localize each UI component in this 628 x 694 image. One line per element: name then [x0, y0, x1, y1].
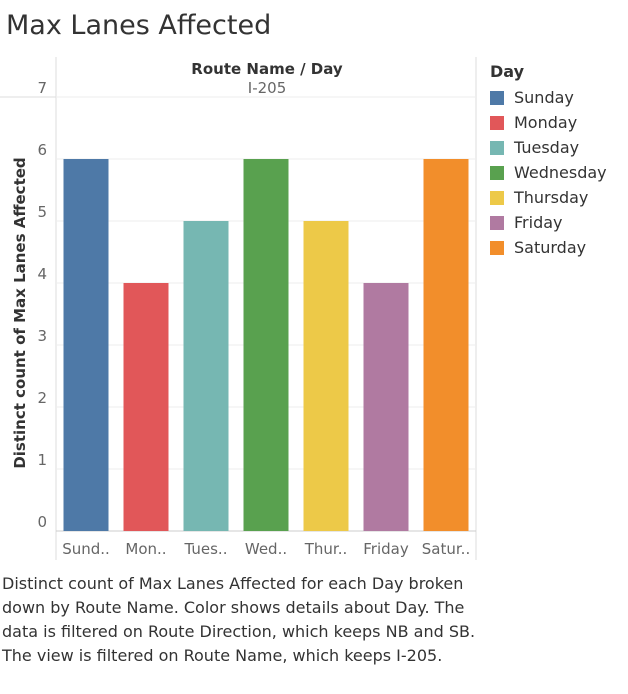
x-tick-label: Thur..	[304, 540, 348, 558]
bar-sunday[interactable]	[63, 159, 109, 531]
legend-label: Sunday	[514, 88, 574, 107]
x-tick-label: Mon..	[125, 540, 166, 558]
legend-item-wednesday[interactable]: Wednesday	[490, 160, 607, 185]
legend-items: Sunday Monday Tuesday Wednesday Thursday Frid…	[490, 85, 607, 260]
y-tick-label: 0	[37, 513, 47, 531]
legend-swatch	[490, 240, 504, 255]
x-tick-label: Sund..	[62, 540, 110, 558]
y-tick-label: 4	[37, 265, 47, 283]
legend-swatch	[490, 140, 504, 155]
legend-swatch	[490, 215, 504, 230]
y-axis-label: Distinct count of Max Lanes Affected	[11, 157, 29, 468]
legend-item-saturday[interactable]: Saturday	[490, 235, 607, 260]
x-tick-label: Wed..	[245, 540, 287, 558]
bar-thursday[interactable]	[303, 221, 349, 531]
column-label: I-205	[248, 79, 286, 97]
legend-swatch	[490, 115, 504, 130]
y-ticks: 0 1 2 3 4 5 6 7	[37, 79, 47, 531]
legend-title: Day	[490, 62, 525, 81]
legend-item-sunday[interactable]: Sunday	[490, 85, 607, 110]
chart-caption: Distinct count of Max Lanes Affected for…	[2, 574, 476, 665]
legend-item-monday[interactable]: Monday	[490, 110, 607, 135]
legend-label: Saturday	[514, 238, 587, 257]
bar-saturday[interactable]	[423, 159, 469, 531]
y-tick-label: 7	[37, 79, 47, 97]
column-header: Route Name / Day	[191, 60, 343, 78]
legend-swatch	[490, 90, 504, 105]
bar-wednesday[interactable]	[243, 159, 289, 531]
x-tick-label: Satur..	[422, 540, 470, 558]
bars	[63, 159, 469, 531]
y-tick-label: 6	[37, 141, 47, 159]
bar-monday[interactable]	[123, 283, 169, 531]
y-tick-label: 2	[37, 389, 47, 407]
legend-item-tuesday[interactable]: Tuesday	[490, 135, 607, 160]
legend-swatch	[490, 165, 504, 180]
legend-label: Monday	[514, 113, 578, 132]
legend-label: Friday	[514, 213, 563, 232]
legend-label: Wednesday	[514, 163, 607, 182]
legend: Day Sunday Monday Tuesday Wednesday Thursday…	[490, 62, 607, 260]
bar-friday[interactable]	[363, 283, 409, 531]
x-tick-label: Tues..	[184, 540, 228, 558]
legend-item-friday[interactable]: Friday	[490, 210, 607, 235]
bar-chart: 0 1 2 3 4 5 6 7 Sund.. Mon.. Tues.. Wed.. Thur.. Fri…	[0, 57, 477, 560]
bar-tuesday[interactable]	[183, 221, 229, 531]
legend-item-thursday[interactable]: Thursday	[490, 185, 607, 210]
y-tick-label: 5	[37, 203, 47, 221]
x-labels: Sund.. Mon.. Tues.. Wed.. Thur.. Friday Satur.…	[62, 540, 470, 558]
legend-swatch	[490, 190, 504, 205]
chart-title: Max Lanes Affected	[6, 10, 272, 41]
y-tick-label: 3	[37, 327, 47, 345]
x-tick-label: Friday	[363, 540, 409, 558]
y-tick-label: 1	[37, 451, 47, 469]
legend-label: Tuesday	[514, 138, 580, 157]
legend-label: Thursday	[514, 188, 589, 207]
